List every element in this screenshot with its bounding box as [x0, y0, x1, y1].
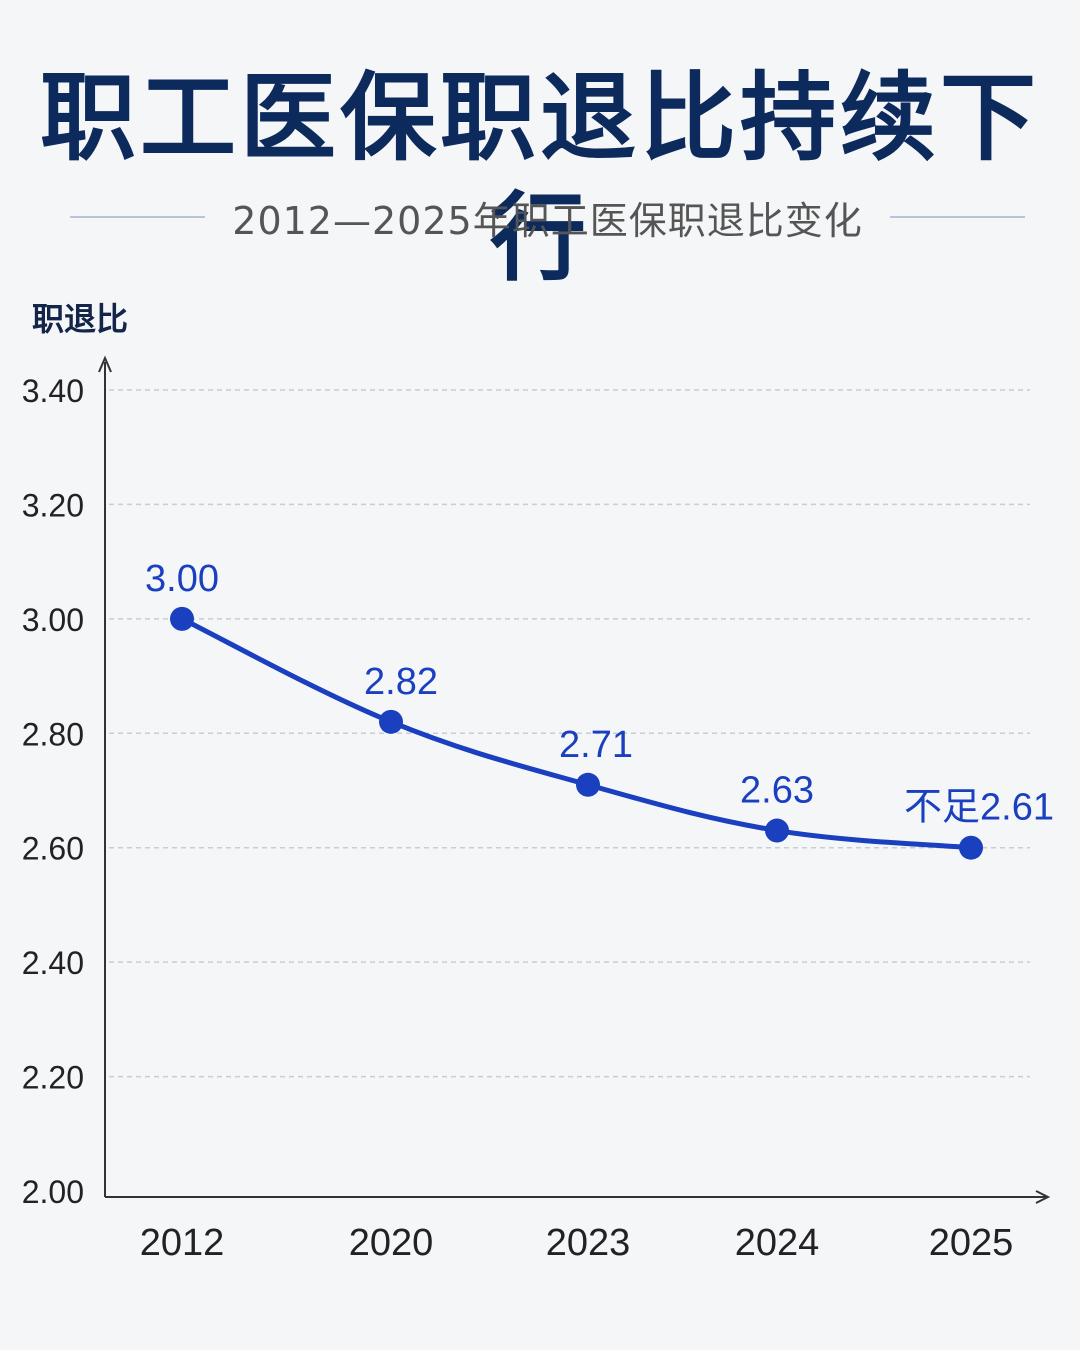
data-label: 不足2.61 [904, 787, 1054, 829]
x-tick-label: 2020 [349, 1222, 434, 1264]
data-point [170, 606, 194, 631]
subtitle-left-rule [70, 216, 205, 218]
chart-subtitle: 2012—2025年职工医保职退比变化 [232, 198, 863, 243]
data-point [959, 835, 983, 860]
x-tick-label: 2023 [546, 1222, 631, 1264]
data-label: 2.63 [740, 770, 814, 812]
data-point [379, 709, 403, 734]
data-label: 3.00 [145, 558, 219, 600]
y-axis-arrow [98, 355, 112, 373]
y-tick-label: 3.40 [22, 373, 84, 409]
y-tick-label: 3.00 [22, 602, 84, 638]
y-tick-label: 2.20 [22, 1060, 84, 1096]
y-tick-label: 2.40 [22, 945, 84, 981]
data-label: 2.82 [364, 661, 438, 703]
subtitle-row: 2012—2025年职工医保职退比变化 [70, 192, 1025, 243]
y-tick-label: 3.20 [22, 487, 84, 523]
y-axis-label: 职退比 [32, 300, 129, 338]
x-tick-label: 2012 [140, 1222, 225, 1264]
data-point [576, 772, 600, 797]
x-axis-arrow [1035, 1190, 1051, 1204]
y-tick-label: 2.60 [22, 831, 84, 867]
y-tick-label: 2.80 [22, 716, 84, 752]
data-label: 2.71 [559, 724, 633, 766]
x-tick-label: 2025 [929, 1222, 1014, 1264]
subtitle-right-rule [889, 216, 1025, 218]
data-point [765, 818, 789, 843]
chart-title: 职工医保职退比持续下行 [40, 62, 1040, 294]
x-tick-label: 2024 [735, 1222, 820, 1264]
y-tick-label: 2.00 [22, 1174, 84, 1210]
